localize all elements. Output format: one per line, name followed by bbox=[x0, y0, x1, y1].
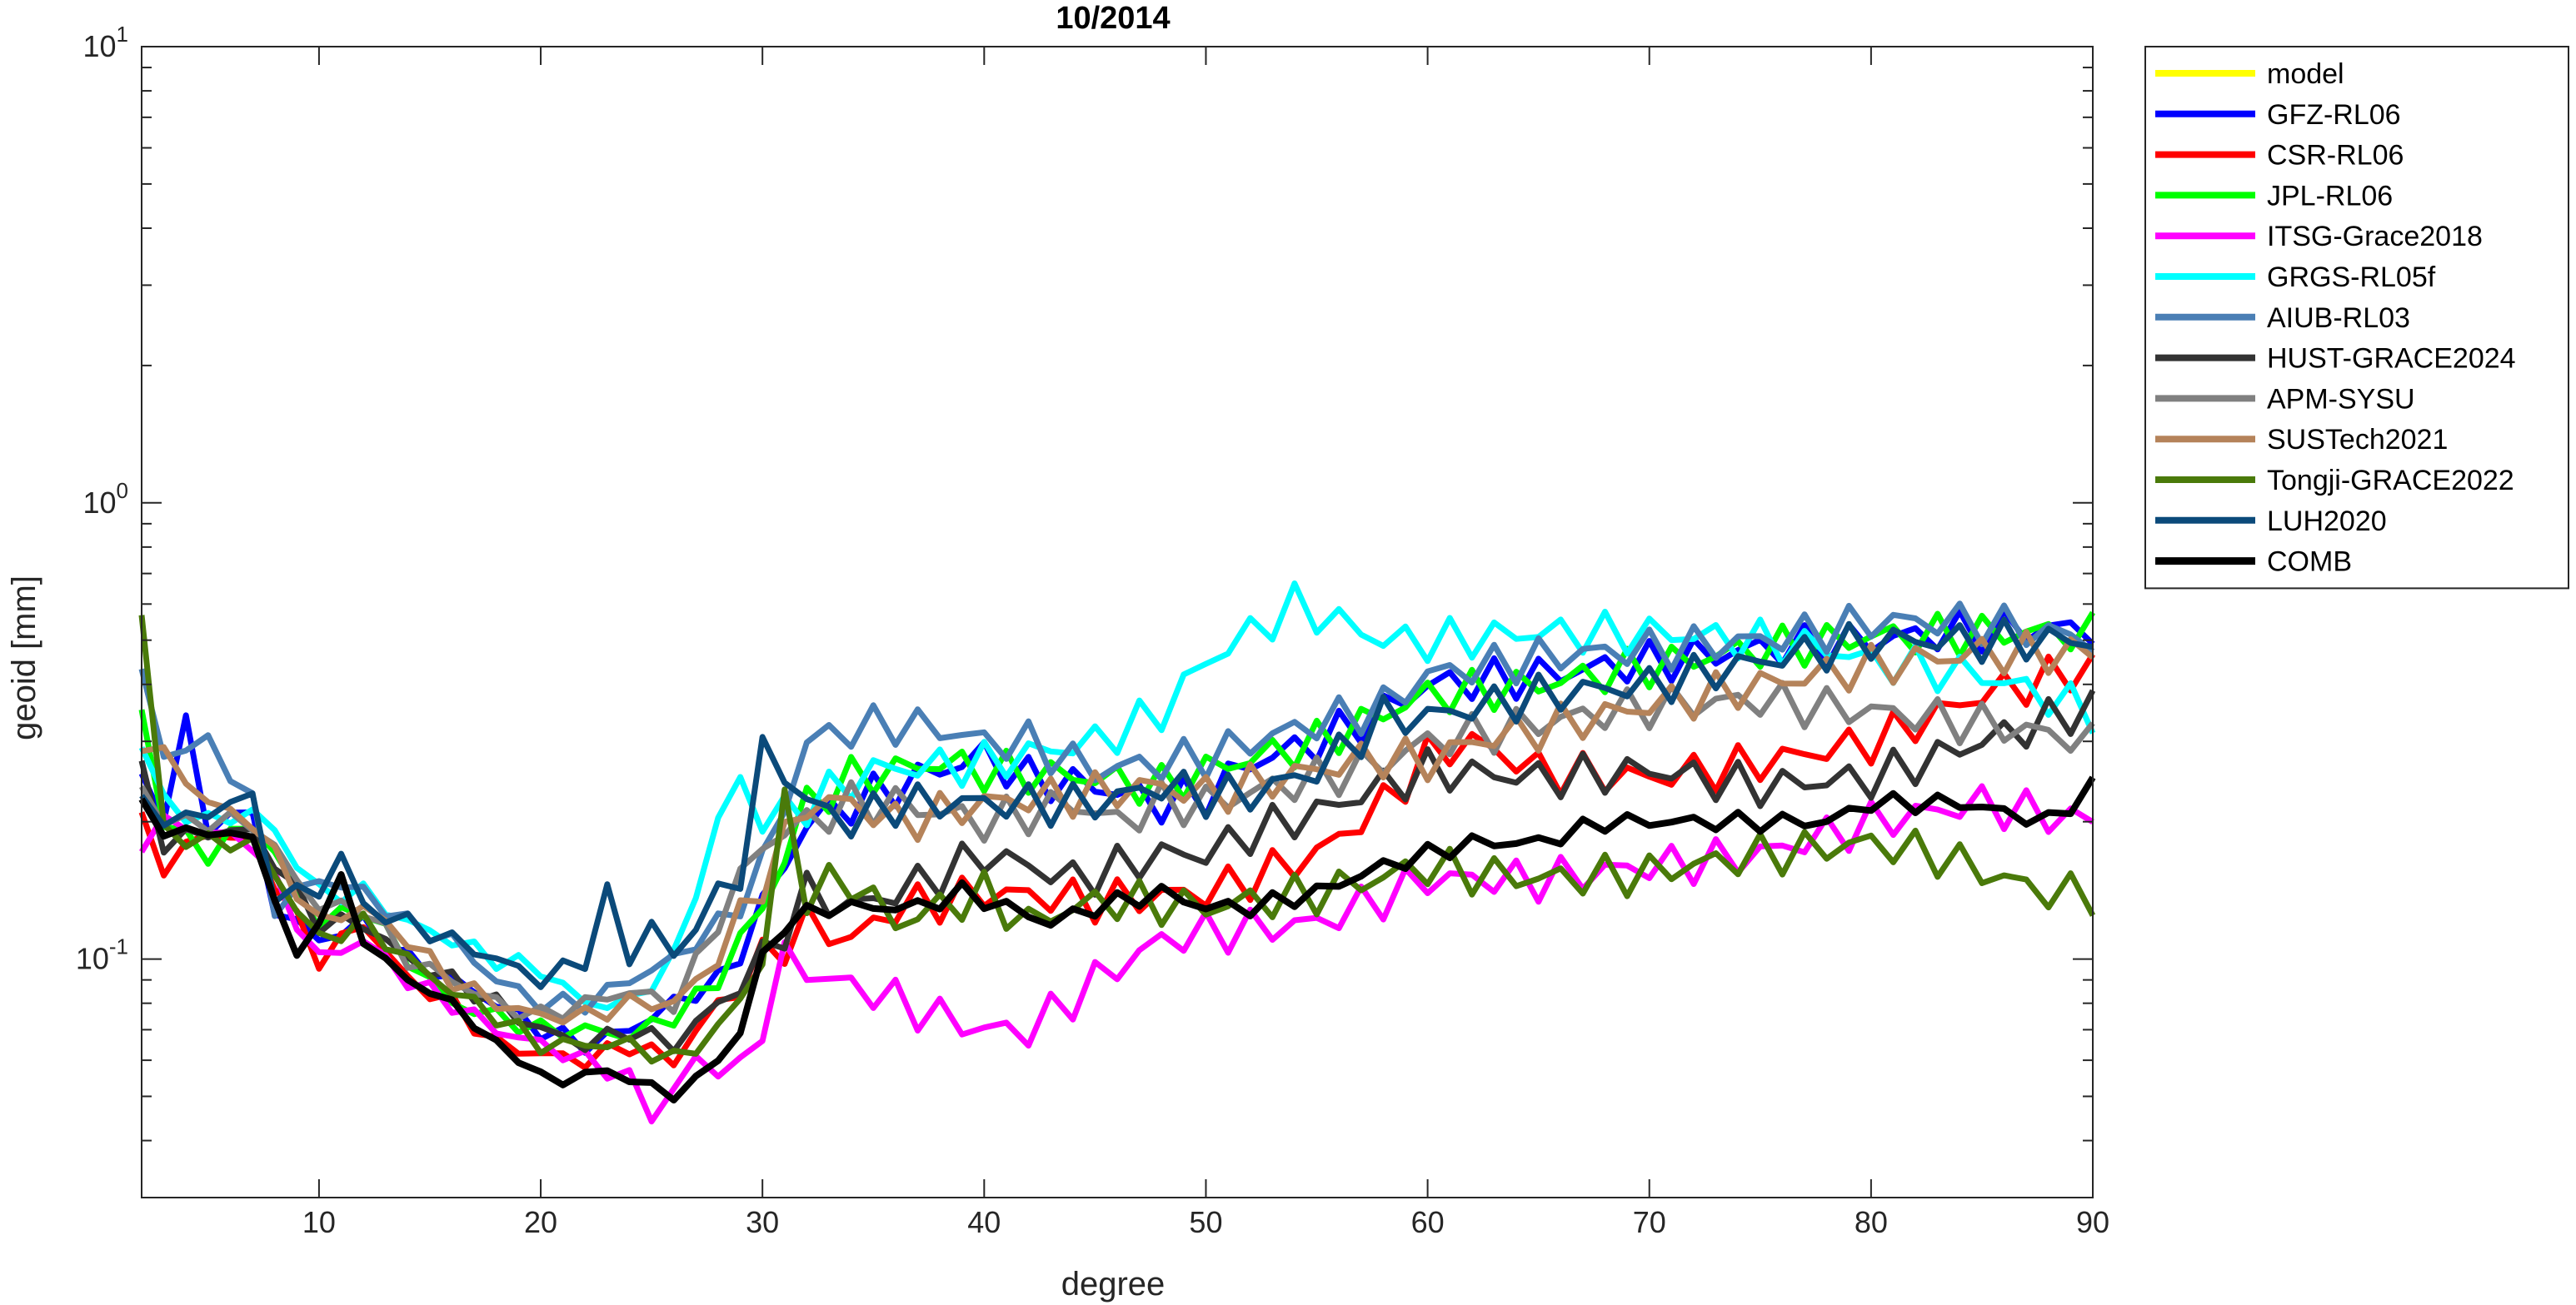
legend-label-sustech2021: SUSTech2021 bbox=[2267, 424, 2448, 456]
legend: model GFZ-RL06 CSR-RL06 JPL-RL06 ITSG-Grace2… bbox=[2144, 46, 2569, 590]
x-tick-label-20: 20 bbox=[524, 1205, 557, 1239]
legend-label-tongji-grace2022: Tongji-GRACE2022 bbox=[2267, 465, 2514, 496]
x-tick-label-80: 80 bbox=[1855, 1205, 1888, 1239]
x-tick-label-70: 70 bbox=[1633, 1205, 1666, 1239]
series-line-tongji-grace2022 bbox=[138, 615, 2096, 1065]
plot-frame bbox=[141, 46, 2094, 1198]
legend-label-hust-grace2024: HUST-GRACE2024 bbox=[2267, 343, 2516, 375]
x-tick-label-90: 90 bbox=[2076, 1205, 2109, 1239]
series-line-luh2020 bbox=[139, 616, 2094, 990]
series-line-grgs-rl05f bbox=[138, 580, 2096, 1011]
series-line-apm-sysu bbox=[138, 680, 2095, 1022]
legend-label-csr-rl06: CSR-RL06 bbox=[2267, 140, 2404, 172]
legend-label-apm-sysu: APM-SYSU bbox=[2267, 383, 2415, 415]
legend-label-comb: COMB bbox=[2267, 546, 2352, 578]
legend-label-jpl-rl06: JPL-RL06 bbox=[2267, 180, 2393, 212]
legend-label-grgs-rl05f: GRGS-RL05f bbox=[2267, 261, 2436, 293]
series-line-sustech2021 bbox=[141, 629, 2095, 1026]
legend-label-gfz-rl06: GFZ-RL06 bbox=[2267, 99, 2401, 131]
legend-label-aiub-rl03: AIUB-RL03 bbox=[2267, 302, 2410, 334]
axes: 10 20 30 40 50 60 70 80 90 101 100 10-1 bbox=[76, 22, 2109, 1239]
y-tick-label-1: 101 bbox=[82, 22, 128, 63]
legend-label-model: model bbox=[2267, 58, 2344, 90]
y-tick-label-0: 100 bbox=[82, 478, 128, 520]
y-tick-label--1: 10-1 bbox=[76, 934, 128, 976]
legend-label-itsg-grace2018: ITSG-Grace2018 bbox=[2267, 221, 2483, 252]
x-tick-label-50: 50 bbox=[1189, 1205, 1222, 1239]
chart-title: 10/2014 bbox=[1056, 1, 1170, 36]
legend-label-luh2020: LUH2020 bbox=[2267, 506, 2387, 537]
series-line-comb bbox=[138, 775, 2096, 1103]
x-axis-label: degree bbox=[1061, 1266, 1166, 1303]
series-lines bbox=[138, 580, 2096, 1125]
x-tick-label-60: 60 bbox=[1411, 1205, 1445, 1239]
x-tick-label-40: 40 bbox=[967, 1205, 1001, 1239]
y-axis-label: geoid [mm] bbox=[6, 575, 42, 740]
x-tick-label-30: 30 bbox=[746, 1205, 779, 1239]
x-tick-label-10: 10 bbox=[302, 1205, 336, 1239]
series-line-aiub-rl03 bbox=[138, 600, 2095, 1016]
